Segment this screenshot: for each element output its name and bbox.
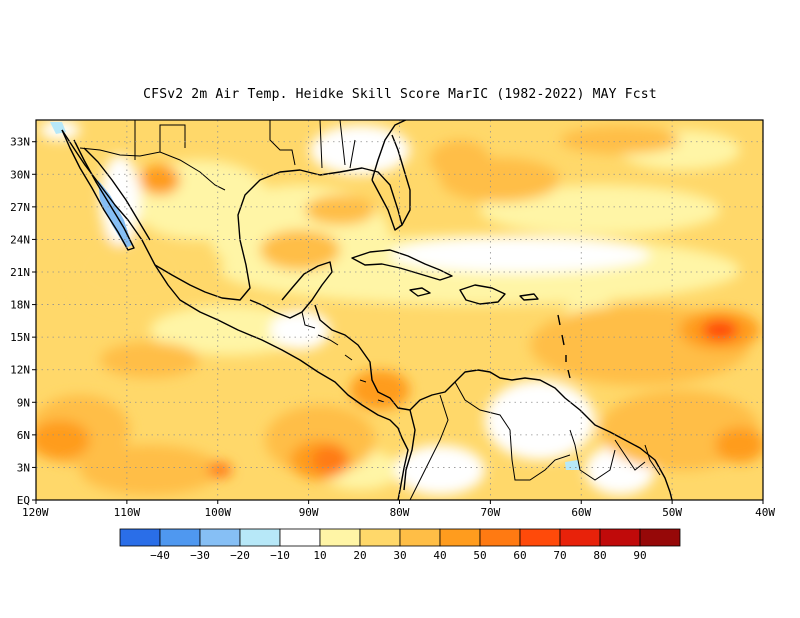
- lat-tick-label: 18N: [10, 299, 30, 312]
- lon-tick-label: 80W: [390, 506, 410, 519]
- legend-swatch: [319, 528, 361, 547]
- lat-tick-label: 24N: [10, 233, 30, 246]
- legend-swatch: [359, 528, 401, 547]
- legend-label: 60: [513, 549, 526, 562]
- lon-tick-label: 50W: [662, 506, 682, 519]
- legend-swatch: [519, 528, 561, 547]
- legend-label: 10: [313, 549, 326, 562]
- legend-swatch: [399, 528, 441, 547]
- legend-swatch: [119, 528, 161, 547]
- legend-swatch: [639, 528, 681, 547]
- lon-tick-label: 120W: [22, 506, 49, 519]
- legend-swatch: [159, 528, 201, 547]
- legend-swatch: [559, 528, 601, 547]
- lat-tick-label: EQ: [17, 494, 30, 507]
- legend-label: 20: [353, 549, 366, 562]
- legend-label: −10: [270, 549, 290, 562]
- lon-tick-label: 70W: [480, 506, 500, 519]
- map-title: CFSv2 2m Air Temp. Heidke Skill Score Ma…: [143, 87, 657, 102]
- map-grid: [36, 120, 763, 500]
- lat-tick-label: 33N: [10, 136, 30, 149]
- lat-tick-label: 30N: [10, 168, 30, 181]
- legend-label: 90: [633, 549, 646, 562]
- legend-label: −40: [150, 549, 170, 562]
- legend-swatch: [239, 528, 281, 547]
- skill-score-map: EQ 3N 6N 9N 12N 15N 18N 21N 24N 27N 30N 33N 120W 110…: [10, 119, 775, 519]
- lat-tick-label: 12N: [10, 364, 30, 377]
- legend-label: 50: [473, 549, 486, 562]
- legend-swatch: [439, 528, 481, 547]
- legend-label: 80: [593, 549, 606, 562]
- legend-labels: −40 −30 −20 −10 10 20 30 40 50 60 70 80 90: [150, 549, 647, 562]
- legend-swatch: [599, 528, 641, 547]
- skill-field: [36, 120, 763, 500]
- lat-tick-label: 27N: [10, 201, 30, 214]
- lon-tick-label: 40W: [755, 506, 775, 519]
- lat-tick-label: 6N: [17, 429, 30, 442]
- legend-swatch: [479, 528, 521, 547]
- legend-swatch: [279, 528, 321, 547]
- legend-swatch: [199, 528, 241, 547]
- coastlines: [61, 120, 673, 500]
- legend-color-boxes: [119, 528, 681, 547]
- legend-label: 70: [553, 549, 566, 562]
- lat-tick-label: 21N: [10, 266, 30, 279]
- lat-tick-label: 15N: [10, 331, 30, 344]
- legend-label: −30: [190, 549, 210, 562]
- longitude-axis: 120W 110W 100W 90W 80W 70W 60W 50W 40W: [22, 500, 775, 519]
- lon-tick-label: 90W: [299, 506, 319, 519]
- legend-label: 30: [393, 549, 406, 562]
- lon-tick-label: 100W: [205, 506, 232, 519]
- political-borders: [79, 120, 661, 500]
- latitude-axis: EQ 3N 6N 9N 12N 15N 18N 21N 24N 27N 30N 33N: [10, 136, 36, 507]
- lat-tick-label: 9N: [17, 396, 30, 409]
- legend-label: −20: [230, 549, 250, 562]
- lat-tick-label: 3N: [17, 461, 30, 474]
- lon-tick-label: 110W: [114, 506, 141, 519]
- legend-label: 40: [433, 549, 446, 562]
- lon-tick-label: 60W: [571, 506, 591, 519]
